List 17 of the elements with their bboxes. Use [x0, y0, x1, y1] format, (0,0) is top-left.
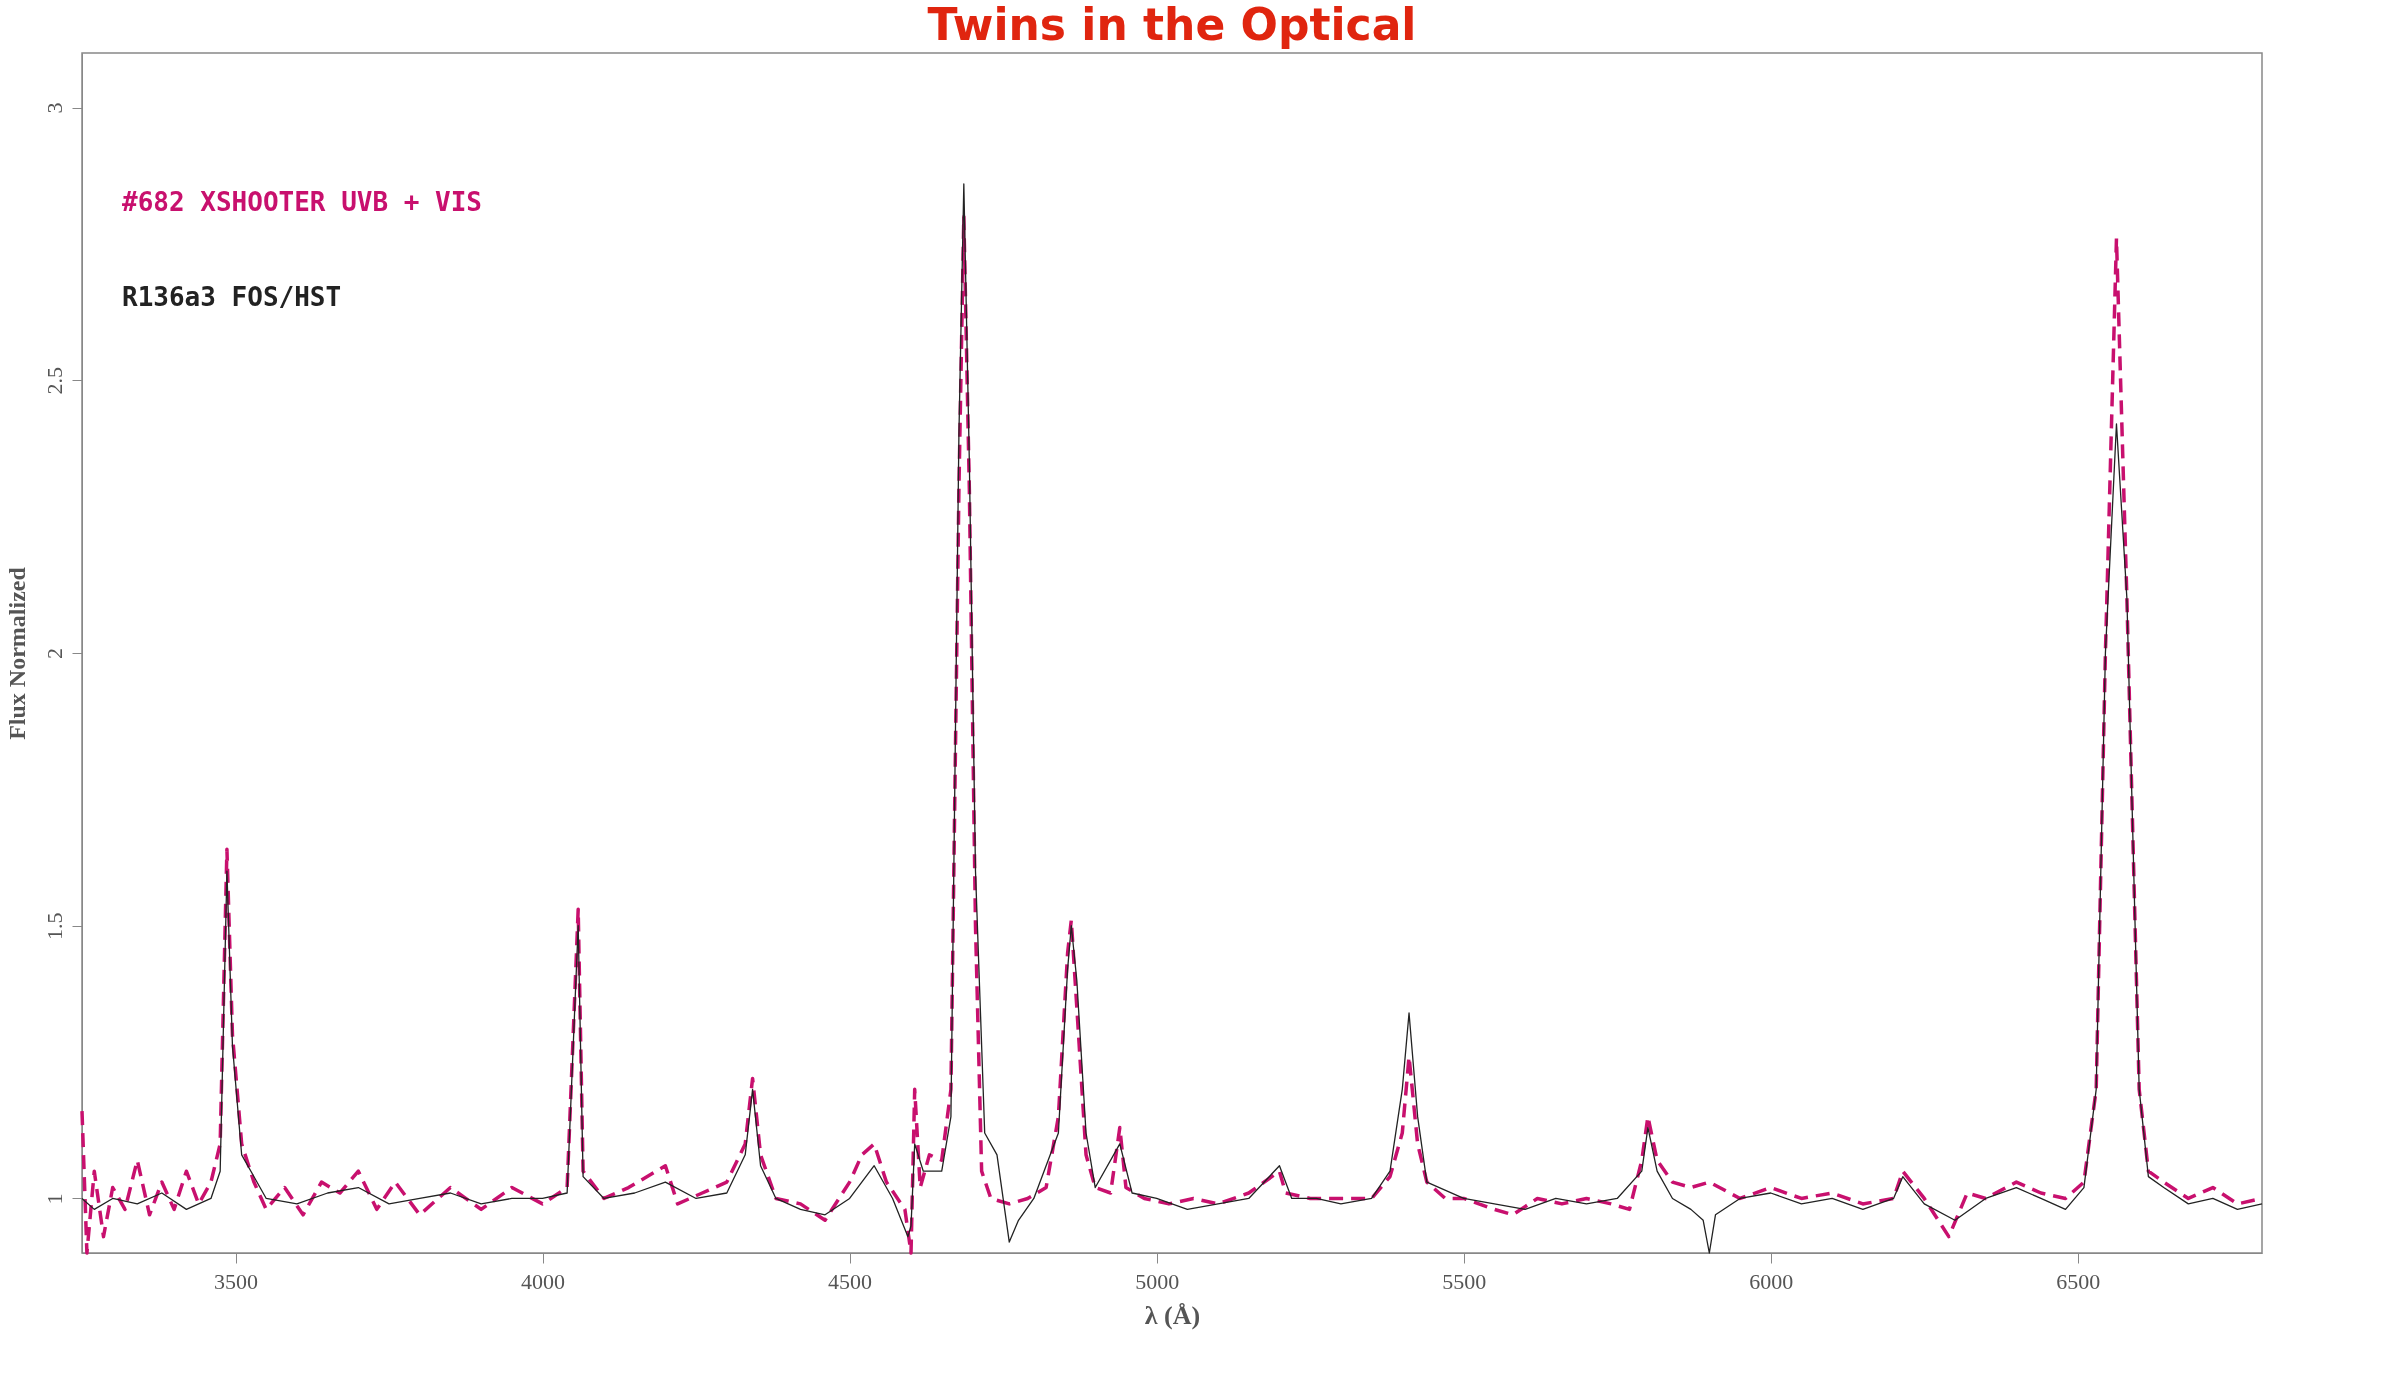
x-tick-label: 6500	[2056, 1268, 2101, 1294]
x-tick-label: 4000	[521, 1268, 566, 1294]
x-tick-label: 5500	[1442, 1268, 1487, 1294]
x-tick-label: 3500	[214, 1268, 259, 1294]
y-tick-label: 1	[41, 1193, 67, 1205]
y-tick-label: 1.5	[41, 912, 67, 940]
y-axis-title: Flux Normalized	[3, 566, 30, 740]
x-axis-title: λ (Å)	[1144, 1300, 1201, 1330]
text: #682 XSHOOTER UVB + VIS	[122, 187, 483, 217]
x-tick-label: 6000	[1749, 1268, 1794, 1294]
x-tick-label: 4500	[828, 1268, 873, 1294]
x-tick-label: 5000	[1135, 1268, 1180, 1294]
y-tick-label: 3	[41, 102, 67, 114]
text: R136a3 FOS/HST	[122, 282, 342, 312]
chart-title: Twins in the Optical	[927, 0, 1417, 50]
y-tick-label: 2.5	[41, 367, 67, 395]
y-tick-label: 2	[41, 648, 67, 659]
